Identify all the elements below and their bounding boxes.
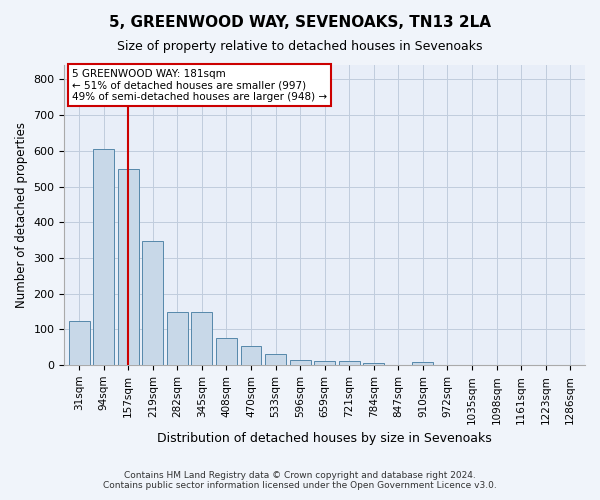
Text: Contains HM Land Registry data © Crown copyright and database right 2024.
Contai: Contains HM Land Registry data © Crown c… bbox=[103, 470, 497, 490]
Bar bbox=[241, 346, 262, 365]
Text: 5, GREENWOOD WAY, SEVENOAKS, TN13 2LA: 5, GREENWOOD WAY, SEVENOAKS, TN13 2LA bbox=[109, 15, 491, 30]
Bar bbox=[314, 361, 335, 365]
Bar bbox=[167, 312, 188, 365]
Bar bbox=[290, 360, 311, 365]
Text: Size of property relative to detached houses in Sevenoaks: Size of property relative to detached ho… bbox=[117, 40, 483, 53]
Bar bbox=[93, 149, 114, 365]
Bar bbox=[216, 338, 237, 365]
Bar bbox=[69, 320, 89, 365]
Bar bbox=[364, 363, 384, 365]
Bar bbox=[339, 361, 359, 365]
Bar bbox=[142, 241, 163, 365]
Bar bbox=[265, 354, 286, 365]
Bar bbox=[412, 362, 433, 365]
Bar bbox=[191, 312, 212, 365]
Bar bbox=[118, 168, 139, 365]
Text: 5 GREENWOOD WAY: 181sqm
← 51% of detached houses are smaller (997)
49% of semi-d: 5 GREENWOOD WAY: 181sqm ← 51% of detache… bbox=[72, 68, 327, 102]
Y-axis label: Number of detached properties: Number of detached properties bbox=[15, 122, 28, 308]
X-axis label: Distribution of detached houses by size in Sevenoaks: Distribution of detached houses by size … bbox=[157, 432, 492, 445]
